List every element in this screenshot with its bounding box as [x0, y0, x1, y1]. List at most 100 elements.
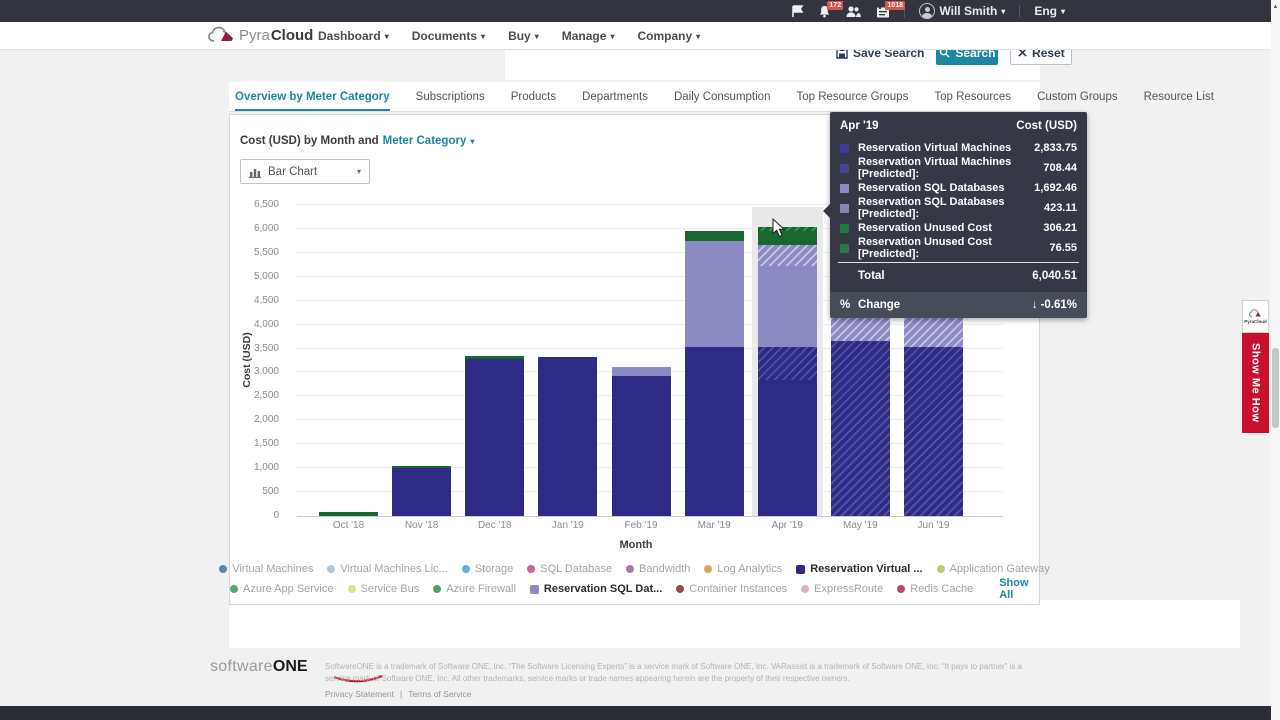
navbar-menu-manage[interactable]: Manage ▾ [561, 29, 615, 43]
bar-segment[interactable] [757, 227, 817, 231]
flag-icon[interactable] [791, 4, 804, 18]
gridline [297, 275, 1003, 277]
footer-link-separator: | [399, 689, 403, 699]
legend-item-expressroute[interactable]: ExpressRoute [801, 583, 883, 595]
y-axis-ticks: 0 500 1,000 1,500 2,000 2,500 3,000 3,500 4,000 4… [230, 199, 279, 521]
scroll-up-arrow-icon[interactable]: ▲ [1271, 0, 1280, 14]
y-tick-label: 2,000 [253, 414, 279, 426]
bottom-bar [0, 706, 1280, 720]
x-tick-label: Jan '19 [551, 520, 584, 531]
chevron-down-icon[interactable]: ▾ [470, 136, 475, 146]
legend-swatch [626, 565, 635, 573]
tab-top-resources[interactable]: Top Resources [934, 91, 1012, 103]
notification-badge: 172 [827, 0, 844, 10]
navbar-menu-dashboard[interactable]: Dashboard ▾ [318, 29, 389, 43]
y-tick-label: 2,500 [253, 390, 279, 402]
legend-item-service-bus[interactable]: Service Bus [347, 583, 419, 595]
privacy-statement-link[interactable]: Privacy Statement [325, 689, 394, 699]
vertical-scrollbar[interactable]: ▲ [1271, 0, 1280, 720]
tab-custom-groups[interactable]: Custom Groups [1037, 91, 1118, 103]
show-me-how-button[interactable]: Show Me How [1242, 333, 1269, 433]
tooltip-row: Reservation Unused Cost 306.21 [830, 218, 1087, 238]
bar-segment[interactable] [904, 346, 963, 516]
tab-departments[interactable]: Departments [582, 91, 648, 103]
show-me-how-widget[interactable]: PyraCloud Show Me How [1242, 300, 1269, 433]
tab-resource-list[interactable]: Resource List [1143, 91, 1214, 103]
legend-item-container-instances[interactable]: Container Instances [676, 583, 787, 595]
bar-segment[interactable] [319, 511, 378, 516]
bar-segment[interactable] [830, 340, 890, 516]
legend-item-reservation-virtual-[interactable]: Reservation Virtual ... [796, 563, 923, 575]
bar-segment[interactable] [538, 356, 598, 516]
contacts-people-icon[interactable] [845, 5, 862, 18]
navbar-menu-buy[interactable]: Buy ▾ [508, 29, 539, 43]
bar-segment[interactable] [465, 359, 525, 516]
tab-products[interactable]: Products [510, 91, 557, 103]
tab-daily-consumption[interactable]: Daily Consumption [673, 91, 771, 103]
tooltip-change-row: % Change ↓ -0.61% [830, 292, 1087, 318]
x-tick-label: Mar '19 [697, 520, 731, 531]
bar-segment[interactable] [757, 265, 817, 347]
legend-swatch [796, 564, 806, 574]
tooltip-row: Reservation Virtual Machines 2,833.75 [830, 138, 1087, 158]
legend-item-azure-firewall[interactable]: Azure Firewall [433, 583, 516, 595]
tooltip-unit: Cost (USD) [1016, 120, 1077, 132]
navbar-menu-documents[interactable]: Documents ▾ [411, 29, 486, 43]
gridline [297, 323, 1003, 325]
terms-of-service-link[interactable]: Terms of Service [408, 689, 472, 699]
chart-type-dropdown[interactable]: Bar Chart ▾ [240, 159, 370, 184]
chevron-down-icon: ▾ [1001, 6, 1006, 16]
notifications-bell-icon[interactable]: 172 [818, 0, 844, 18]
bar-segment[interactable] [392, 466, 452, 468]
bar-segment[interactable] [757, 346, 817, 381]
x-tick-label: Nov '18 [404, 520, 439, 531]
legend-item-azure-app-service[interactable]: Azure App Service [230, 583, 334, 595]
legend-item-storage[interactable]: Storage [461, 563, 513, 575]
legend-row: Azure App Service Service Bus Azure Firewa… [230, 577, 1039, 601]
topbar-divider [904, 4, 906, 18]
brand-pyra: Pyra [239, 26, 270, 44]
navbar-menu-company[interactable]: Company ▾ [637, 29, 701, 43]
pyracloud-logo[interactable]: Pyra Cloud [208, 26, 313, 44]
bar-segment[interactable] [611, 366, 671, 377]
cloud-logo-icon [208, 26, 233, 42]
tab-top-resource-groups[interactable]: Top Resource Groups [796, 91, 909, 103]
chevron-down-icon: ▾ [384, 31, 389, 41]
bar-segment[interactable] [757, 380, 817, 516]
legend-swatch [527, 565, 536, 573]
bar-segment[interactable] [465, 355, 525, 360]
bar-segment[interactable] [684, 230, 744, 241]
tooltip-swatch [840, 183, 849, 193]
legend-item-log-analytics[interactable]: Log Analytics [704, 563, 782, 575]
legend-item-virtual-machines-lic-[interactable]: Virtual Machines Lic... [327, 563, 448, 575]
x-tick-label: Feb '19 [624, 520, 658, 531]
legend-item-sql-database[interactable]: SQL Database [527, 563, 612, 575]
tooltip-rows: Reservation Virtual Machines 2,833.75 Rese… [830, 138, 1087, 260]
bar-segment[interactable] [611, 376, 671, 516]
legend-item-redis-cache[interactable]: Redis Cache [897, 583, 973, 595]
show-all-link[interactable]: Show All [999, 577, 1029, 601]
y-tick-label: 500 [262, 486, 279, 498]
legend-item-application-gateway[interactable]: Application Gateway [936, 563, 1050, 575]
gridline [297, 347, 1003, 349]
tab-subscriptions[interactable]: Subscriptions [415, 91, 485, 103]
legend-item-bandwidth[interactable]: Bandwidth [626, 563, 690, 575]
bar-segment[interactable] [757, 230, 817, 246]
footer-links: Privacy Statement | Terms of Service [325, 689, 472, 699]
legend-item-virtual-machines[interactable]: Virtual Machines [219, 563, 313, 575]
tooltip-change-value: -0.61% [1040, 299, 1077, 311]
bar-segment[interactable] [684, 346, 744, 516]
meter-category-link[interactable]: Meter Category [382, 135, 467, 147]
bar-segment[interactable] [904, 312, 963, 347]
tab-overview-by-meter-category[interactable]: Overview by Meter Category [235, 91, 390, 111]
language-menu[interactable]: Eng ▾ [1034, 4, 1065, 18]
bar-segment[interactable] [757, 245, 817, 266]
inbox-calendar-icon[interactable]: 1018 [876, 0, 905, 18]
legend-swatch [801, 585, 810, 593]
tooltip-divider [838, 262, 1079, 263]
user-menu[interactable]: Will Smith ▾ [919, 3, 1005, 19]
scrollbar-thumb[interactable] [1272, 348, 1279, 428]
bar-segment[interactable] [684, 240, 744, 347]
bar-segment[interactable] [392, 467, 452, 516]
legend-item-reservation-sql-dat-[interactable]: Reservation SQL Dat... [529, 583, 662, 595]
